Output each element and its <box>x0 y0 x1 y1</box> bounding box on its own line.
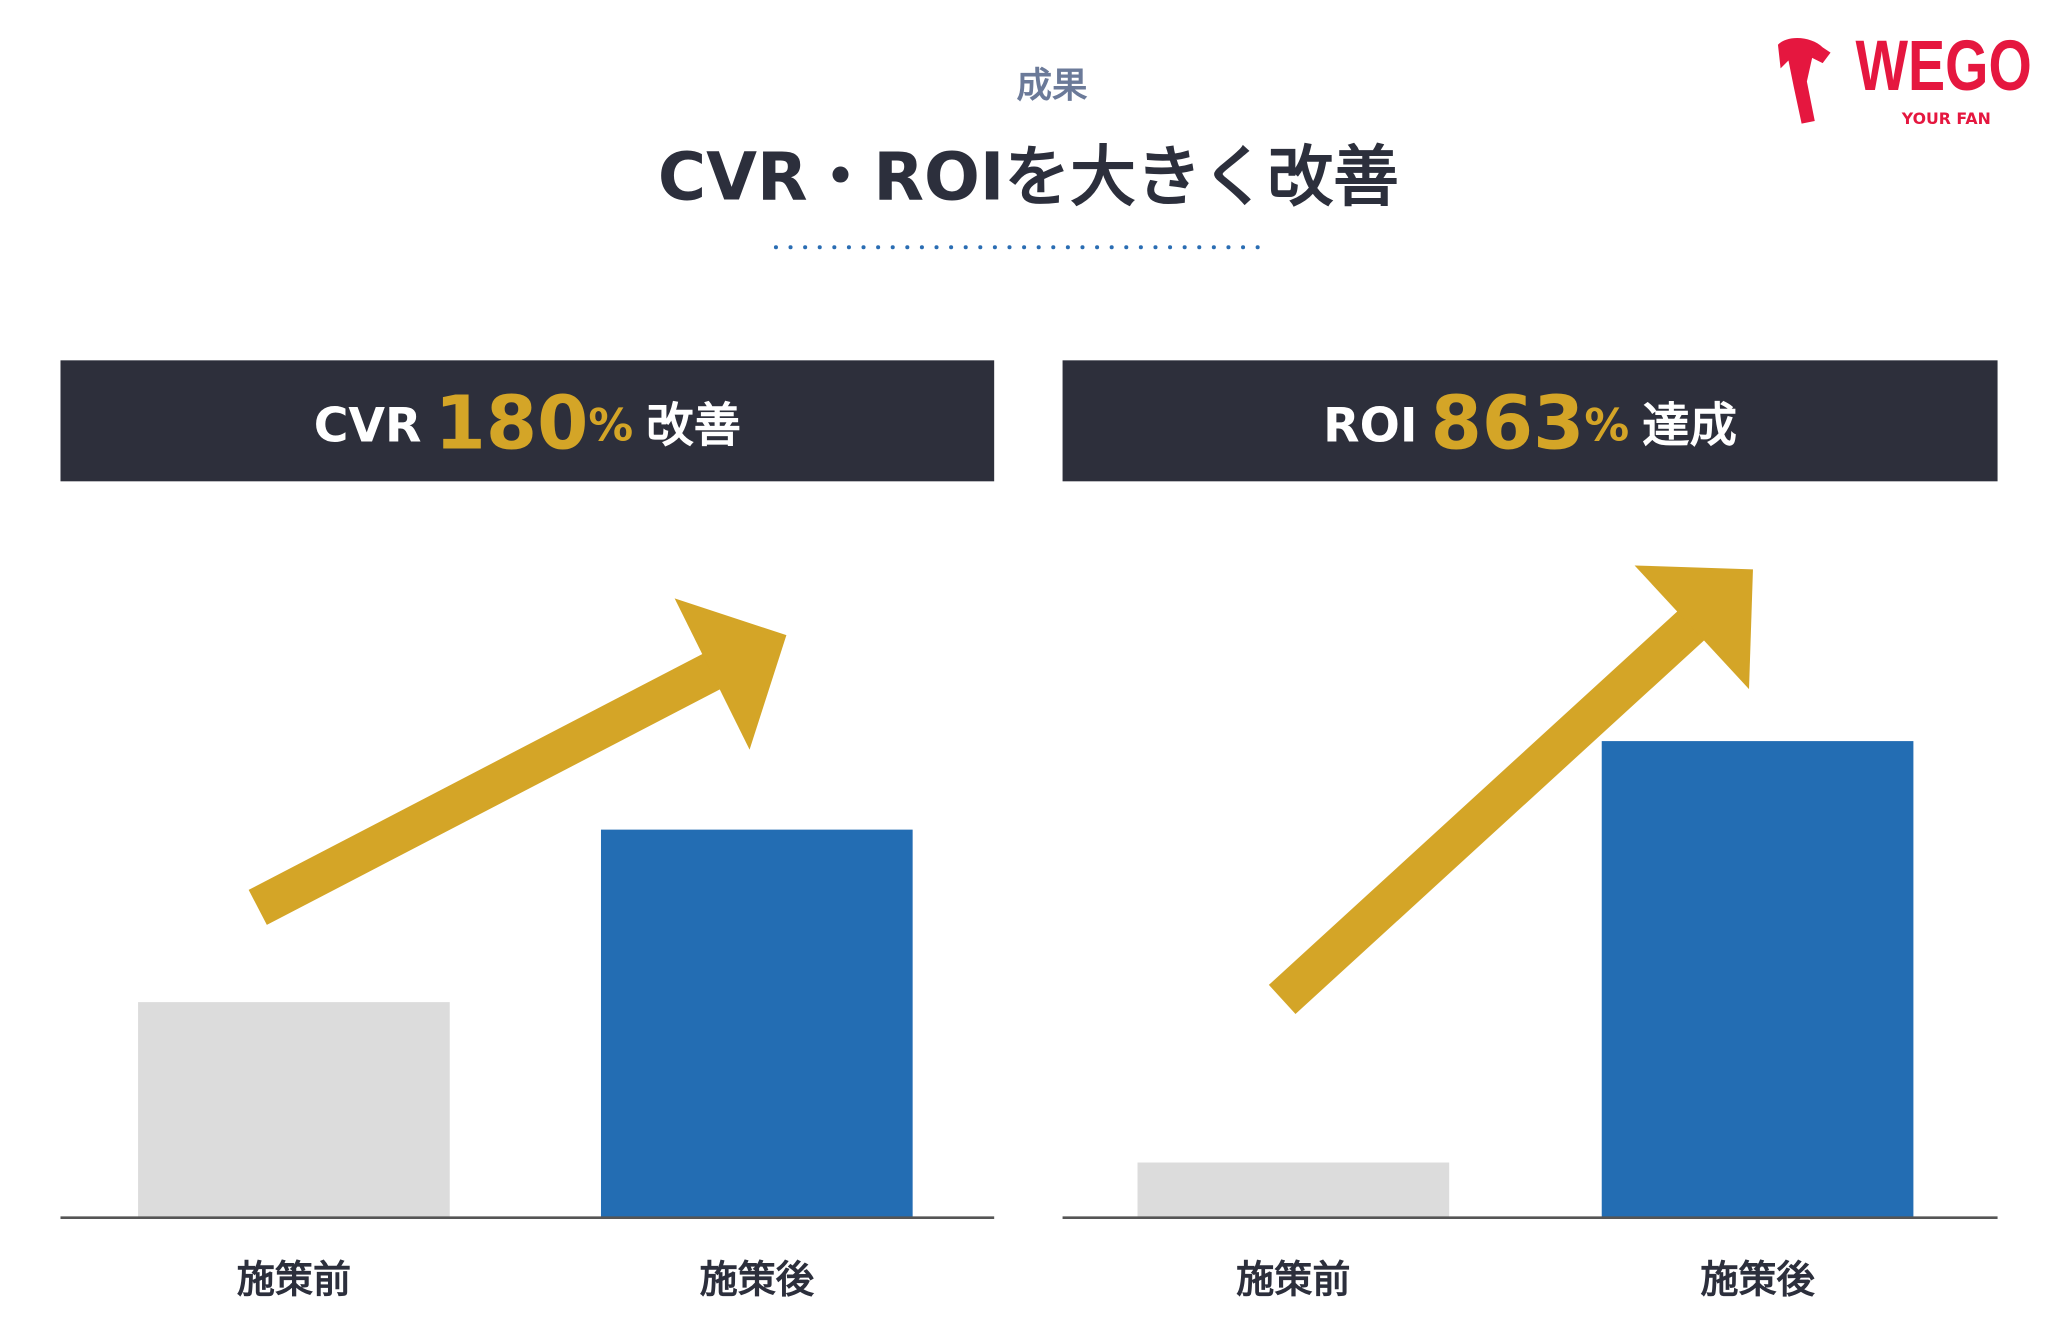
logo: WEGO YOUR FAN <box>1777 27 2032 128</box>
category-label: 施策後 <box>700 1258 815 1302</box>
title-suffix: 達成 <box>1642 399 1737 454</box>
arrow-head <box>674 598 787 750</box>
arrow-shaft <box>1268 606 1710 1015</box>
bar <box>600 829 913 1218</box>
bar <box>1137 1162 1450 1218</box>
category-label: 施策前 <box>1236 1258 1350 1302</box>
slide-title: CVR・ROIを大きく改善 <box>658 139 1399 216</box>
category-label: 施策前 <box>237 1258 351 1302</box>
arrow-shaft <box>248 649 730 925</box>
logo-tagline: YOUR FAN <box>1901 109 1991 128</box>
bar <box>1601 741 1914 1218</box>
title-suffix: 改善 <box>646 399 741 454</box>
section-label: 成果 <box>1017 65 1089 106</box>
title-number: 863 <box>1431 382 1585 467</box>
title-unit: % <box>588 399 633 452</box>
title-number: 180 <box>435 382 589 467</box>
panel-title: ROI 863% 達成 <box>1323 382 1737 467</box>
title-unit: % <box>1584 399 1629 452</box>
panel-header <box>1062 360 1998 482</box>
panel-header <box>60 360 995 482</box>
bar <box>138 1002 450 1218</box>
category-label: 施策後 <box>1700 1258 1815 1302</box>
arrow-head <box>1634 565 1753 690</box>
panel-title: CVR 180% 改善 <box>314 382 741 467</box>
logo-name: WEGO <box>1856 27 2032 106</box>
arrow <box>248 565 1753 1015</box>
logo-icon <box>1777 38 1831 124</box>
title-metric: CVR <box>314 399 422 454</box>
title-metric: ROI <box>1323 399 1417 454</box>
